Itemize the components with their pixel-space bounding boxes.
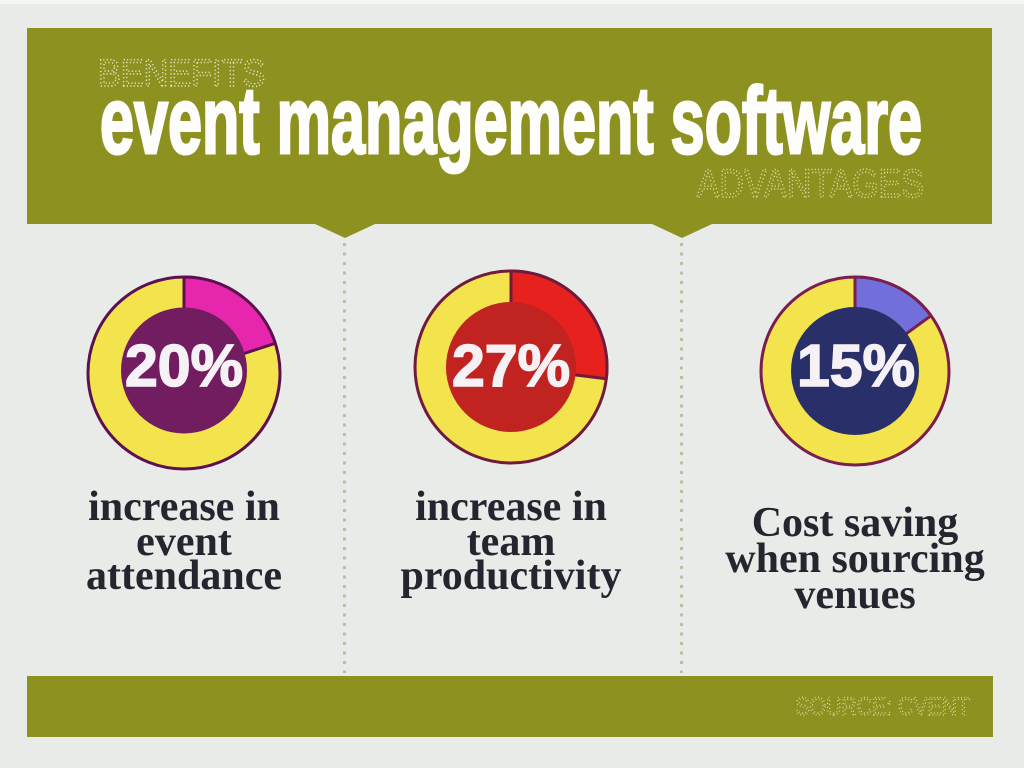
svg-text:event management software: event management software: [100, 68, 922, 174]
svg-text:27%: 27%: [452, 333, 570, 399]
svg-text:BENEFITS: BENEFITS: [98, 51, 265, 94]
svg-text:15%: 15%: [797, 333, 915, 399]
svg-text:ADVANTAGES: ADVANTAGES: [697, 160, 924, 205]
svg-text:20%: 20%: [125, 333, 243, 399]
svg-text:SOURCE: CVENT: SOURCE: CVENT: [795, 692, 970, 720]
